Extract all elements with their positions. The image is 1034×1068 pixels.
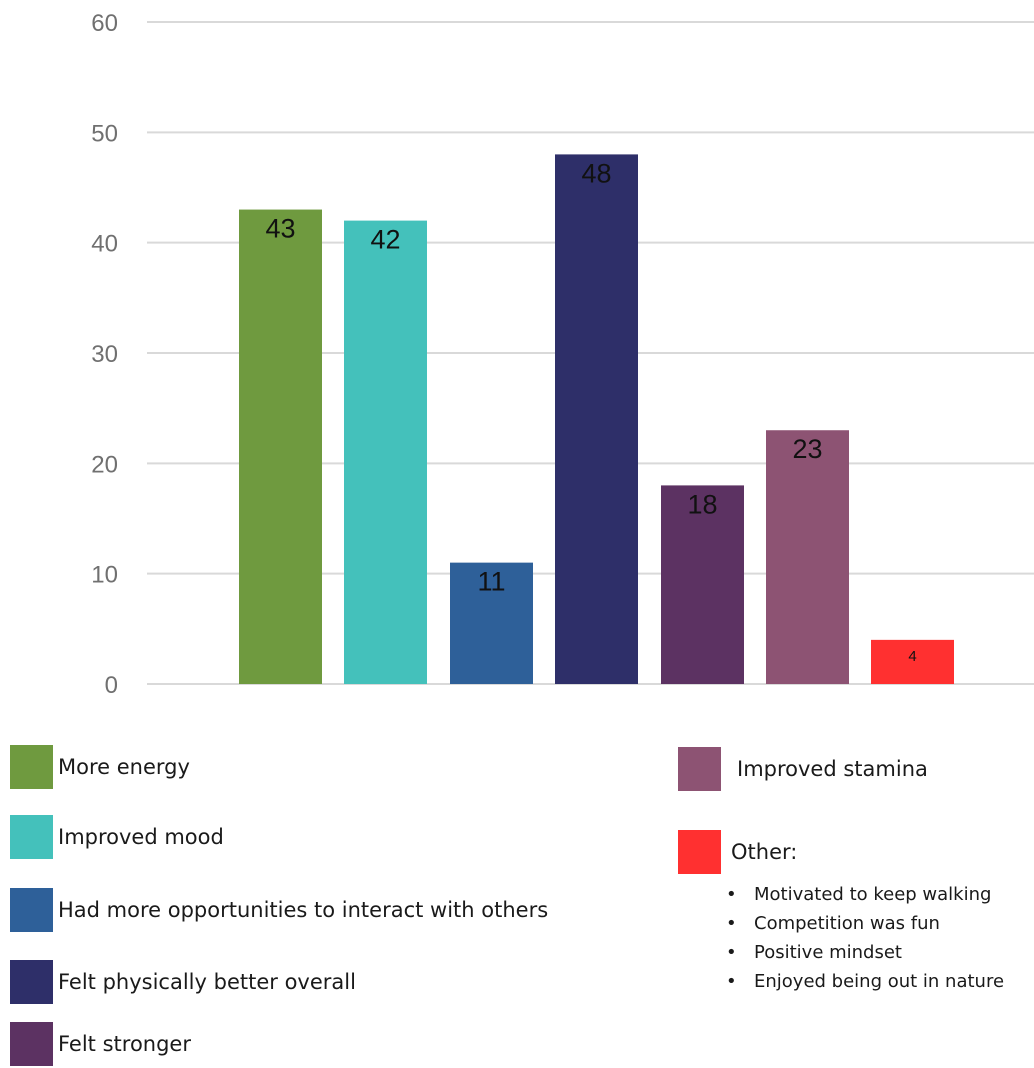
bar-value-label: 11 [477,567,505,597]
legend-item-more-energy: More energy [10,743,190,791]
bar [661,485,744,684]
legend-swatch-more-energy [10,745,53,789]
other-note: Motivated to keep walking [726,880,1004,909]
legend-swatch-interact-with-others [10,888,53,932]
legend-swatch-felt-physically-better [10,960,53,1004]
legend-swatch-improved-stamina [678,747,721,791]
legend-label-improved-stamina: Improved stamina [737,757,928,781]
legend-swatch-felt-stronger [10,1022,53,1066]
bar [766,430,849,684]
legend-label-improved-mood: Improved mood [58,825,224,849]
y-tick-label: 0 [105,672,118,699]
bar-value-label: 18 [687,489,717,519]
y-tick-label: 30 [91,341,118,368]
y-tick-label: 50 [91,120,118,147]
other-notes-list: Motivated to keep walking Competition wa… [726,880,1004,996]
y-tick-label: 60 [91,10,118,37]
bar-value-label: 42 [370,225,400,255]
legend-label-more-energy: More energy [58,755,190,779]
legend-label-felt-stronger: Felt stronger [58,1032,191,1056]
bar-value-label: 48 [581,158,611,188]
legend-item-interact-with-others: Had more opportunities to interact with … [10,886,548,934]
legend-item-felt-physically-better: Felt physically better overall [10,958,356,1006]
legend-label-other: Other: [731,840,798,864]
bar [239,209,322,685]
bar [555,154,638,684]
bar-value-label: 43 [265,214,295,244]
other-note: Positive mindset [726,938,1004,967]
legend-swatch-other [678,830,721,874]
legend-label-felt-physically-better: Felt physically better overall [58,970,356,994]
legend-item-improved-stamina: Improved stamina [678,745,928,793]
bar-chart: 0 10 20 30 40 50 60 43 42 11 48 18 23 4 [91,10,1034,699]
legend-item-felt-stronger: Felt stronger [10,1020,191,1068]
legend-label-interact-with-others: Had more opportunities to interact with … [58,898,549,922]
bar [871,639,954,684]
bar-value-label: 23 [792,434,822,464]
legend-item-improved-mood: Improved mood [10,813,224,861]
y-tick-label: 20 [91,451,118,478]
y-tick-label: 40 [91,231,118,258]
other-note: Enjoyed being out in nature [726,967,1004,996]
other-note: Competition was fun [726,909,1004,938]
bar [344,220,427,684]
bar [450,562,533,684]
legend-swatch-improved-mood [10,815,53,859]
y-tick-label: 10 [91,562,118,589]
bar-value-label: 4 [908,648,916,665]
legend-item-other: Other: [678,828,797,876]
